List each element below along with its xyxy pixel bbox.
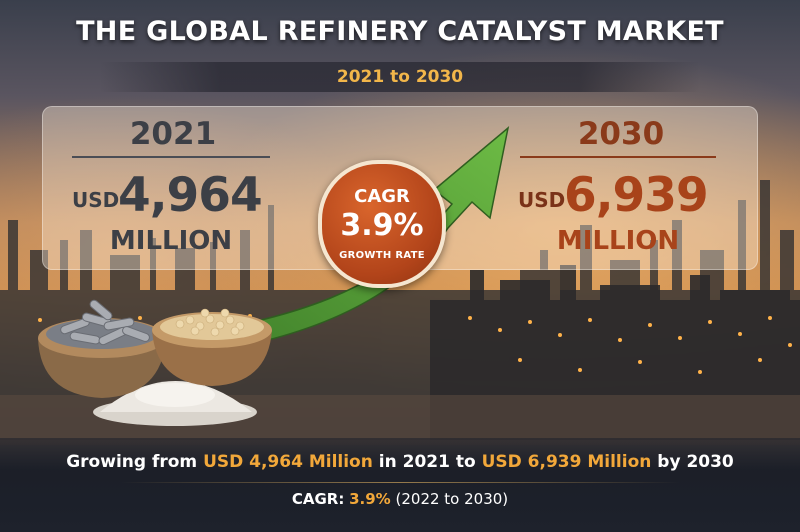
- footer-bar: [0, 438, 800, 532]
- growth-prefix: Growing from: [66, 452, 198, 472]
- end-divider: [520, 156, 716, 158]
- cagr-badge-value: 3.9%: [340, 208, 424, 243]
- growth-end-value: USD 6,939 Million: [481, 452, 652, 472]
- catalyst-powder-pile: [93, 381, 257, 426]
- end-year: 2030: [577, 116, 665, 152]
- cagr-summary-label: CAGR:: [291, 490, 345, 508]
- footer-divider: [120, 482, 680, 483]
- end-value-block: USD 6,939: [518, 168, 718, 223]
- growth-mid-text: in 2021 to: [378, 452, 476, 472]
- cagr-badge: CAGR 3.9% GROWTH RATE: [318, 160, 446, 288]
- catalyst-beads-bowl: [152, 308, 272, 386]
- start-value: 4,964: [118, 168, 263, 223]
- growth-start-value: USD 4,964 Million: [203, 452, 373, 472]
- start-divider: [72, 156, 270, 158]
- growth-end-text: by 2030: [657, 452, 734, 472]
- start-currency: USD: [72, 188, 120, 212]
- period-subtitle: 2021 to 2030: [100, 62, 700, 92]
- cagr-summary: CAGR: 3.9% (2022 to 2030): [0, 490, 800, 508]
- growth-summary: Growing from USD 4,964 Million in 2021 t…: [0, 452, 800, 472]
- cagr-badge-label: CAGR: [354, 186, 410, 207]
- cagr-summary-value: 3.9%: [349, 490, 391, 508]
- page-title: THE GLOBAL REFINERY CATALYST MARKET: [76, 16, 724, 47]
- cagr-badge-caption: GROWTH RATE: [339, 250, 425, 261]
- start-value-block: USD 4,964: [70, 168, 270, 223]
- end-unit: MILLION: [556, 226, 680, 256]
- catalyst-pellets-bowl: [38, 299, 166, 398]
- cagr-summary-period: (2022 to 2030): [395, 490, 509, 508]
- start-unit: MILLION: [109, 226, 233, 256]
- start-year: 2021: [129, 116, 217, 152]
- end-value: 6,939: [564, 168, 709, 223]
- end-currency: USD: [518, 188, 566, 212]
